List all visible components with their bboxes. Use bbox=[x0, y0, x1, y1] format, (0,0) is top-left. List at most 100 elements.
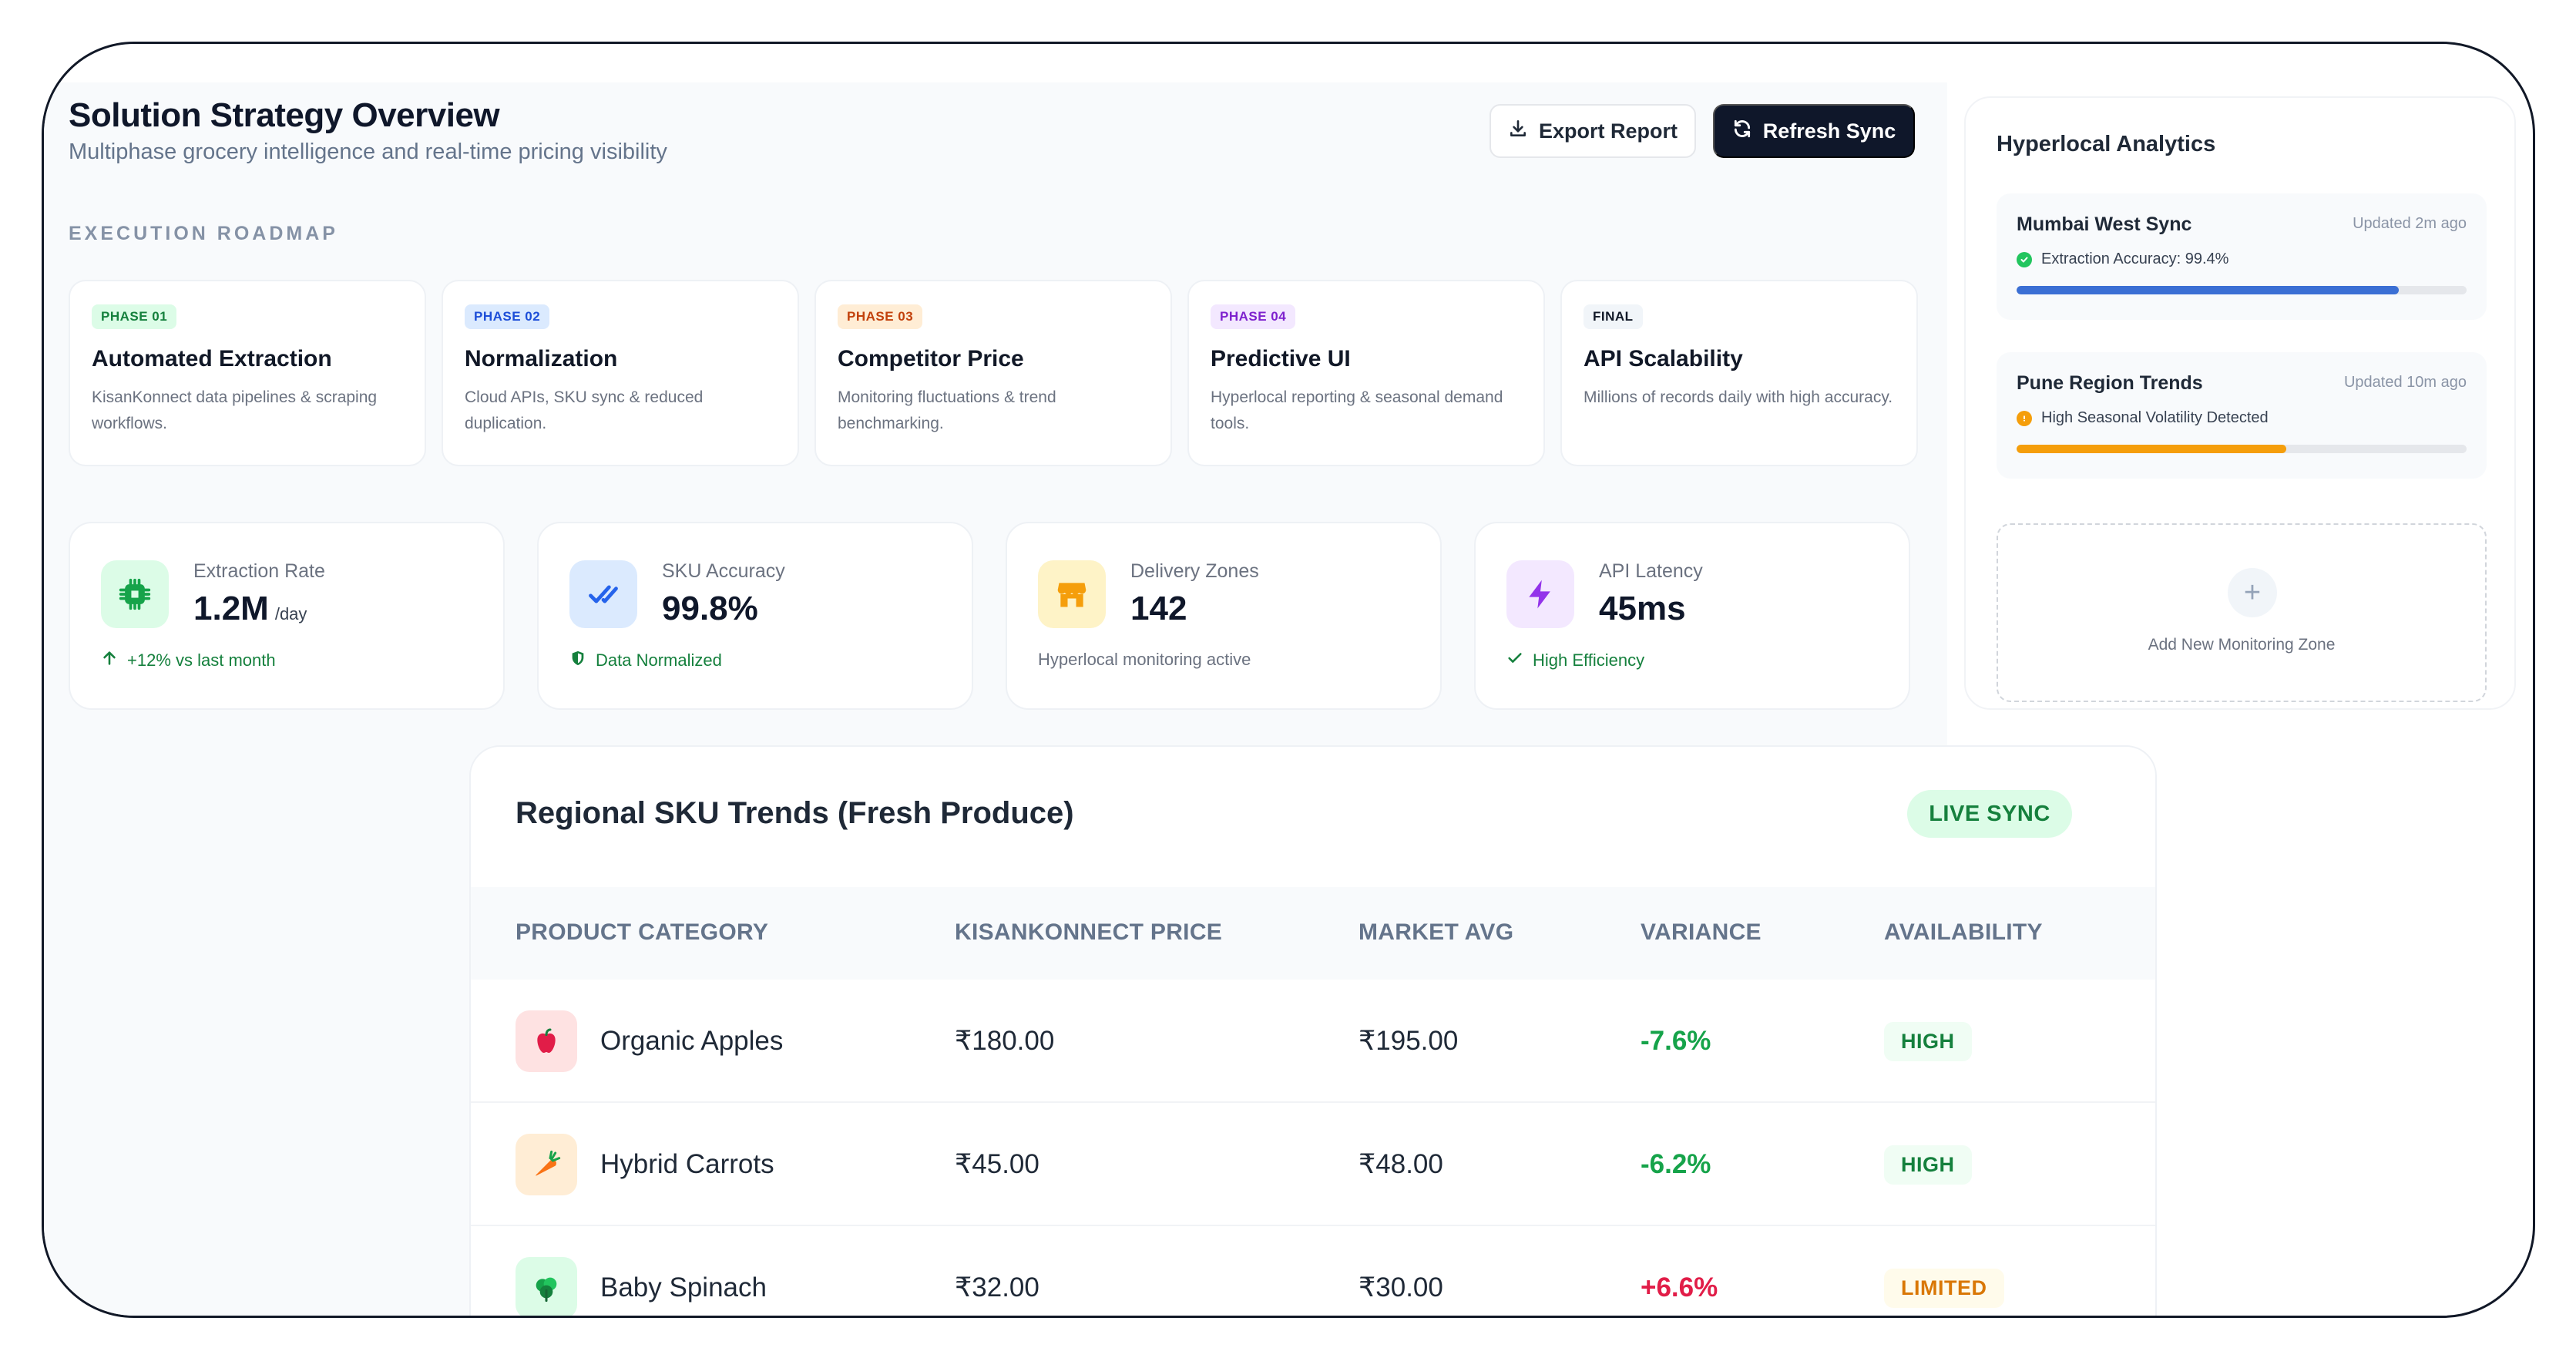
stat-card-delivery-zones: Delivery Zones 142 Hyperlocal monitoring… bbox=[1006, 522, 1442, 710]
variance-cell: +6.6% bbox=[1641, 1272, 1718, 1303]
zone-name: Pune Region Trends bbox=[2017, 372, 2203, 394]
phase-title: Normalization bbox=[465, 346, 618, 371]
phase-tag: PHASE 03 bbox=[838, 304, 923, 329]
download-icon bbox=[1508, 119, 1528, 144]
refresh-icon bbox=[1732, 119, 1752, 144]
carrot-icon bbox=[516, 1134, 577, 1195]
phase-card-competitor-price[interactable]: PHASE 03 Competitor Price Monitoring flu… bbox=[814, 280, 1172, 466]
zone-status: Extraction Accuracy: 99.4% bbox=[2017, 250, 2228, 268]
export-report-label: Export Report bbox=[1538, 119, 1678, 143]
product-name: Hybrid Carrots bbox=[600, 1149, 774, 1179]
zone-progress-fill bbox=[2017, 286, 2400, 294]
add-zone-label: Add New Monitoring Zone bbox=[2148, 636, 2336, 654]
store-icon bbox=[1038, 560, 1106, 628]
market-avg-cell: ₹48.00 bbox=[1359, 1149, 1443, 1179]
arrow-up-icon bbox=[101, 650, 118, 671]
availability-cell: LIMITED bbox=[1884, 1226, 2004, 1316]
stat-footnote: +12% vs last month bbox=[101, 650, 276, 671]
phase-card-normalization[interactable]: PHASE 02 Normalization Cloud APIs, SKU s… bbox=[442, 280, 799, 466]
stat-unit: /day bbox=[274, 604, 307, 624]
phase-tag: FINAL bbox=[1584, 304, 1643, 329]
stat-card-extraction-rate: Extraction Rate 1.2M/day +12% vs last mo… bbox=[69, 522, 505, 710]
stat-footnote-text: Hyperlocal monitoring active bbox=[1038, 650, 1251, 669]
price-cell: ₹180.00 bbox=[955, 1026, 1055, 1056]
refresh-sync-button[interactable]: Refresh Sync bbox=[1713, 104, 1915, 158]
phase-title: Competitor Price bbox=[838, 346, 1024, 371]
sku-trends-table-card: Regional SKU Trends (Fresh Produce) LIVE… bbox=[469, 745, 2157, 1316]
phase-title: Automated Extraction bbox=[92, 346, 332, 371]
availability-cell: HIGH bbox=[1884, 1103, 1972, 1226]
stat-value: 45ms bbox=[1599, 590, 1686, 627]
phase-title: API Scalability bbox=[1584, 346, 1743, 371]
stat-value: 142 bbox=[1130, 590, 1187, 627]
zone-updated: Updated 2m ago bbox=[2353, 215, 2467, 232]
zone-status: High Seasonal Volatility Detected bbox=[2017, 409, 2269, 427]
column-header-product[interactable]: PRODUCT CATEGORY bbox=[516, 919, 769, 945]
product-name: Baby Spinach bbox=[600, 1272, 767, 1303]
page-subtitle: Multiphase grocery intelligence and real… bbox=[69, 139, 667, 164]
column-header-price[interactable]: KISANKONNECT PRICE bbox=[955, 919, 1223, 945]
zone-progress-fill bbox=[2017, 445, 2287, 453]
zone-progress-track bbox=[2017, 445, 2467, 453]
stat-value: 1.2M/day bbox=[193, 590, 307, 628]
column-header-availability[interactable]: AVAILABILITY bbox=[1884, 919, 2043, 945]
shield-icon bbox=[569, 650, 586, 671]
table-row[interactable]: Baby Spinach ₹32.00 ₹30.00 +6.6% LIMITED bbox=[471, 1226, 2155, 1316]
phase-tag: PHASE 02 bbox=[465, 304, 550, 329]
phase-description: Monitoring fluctuations & trend benchmar… bbox=[838, 388, 1056, 432]
execution-roadmap-label: EXECUTION ROADMAP bbox=[69, 223, 338, 244]
phase-card-extraction[interactable]: PHASE 01 Automated Extraction KisanKonne… bbox=[69, 280, 426, 466]
refresh-sync-label: Refresh Sync bbox=[1762, 119, 1896, 143]
stat-label: API Latency bbox=[1599, 560, 1703, 582]
stat-label: Delivery Zones bbox=[1130, 560, 1259, 582]
table-row[interactable]: Organic Apples ₹180.00 ₹195.00 -7.6% HIG… bbox=[471, 980, 2155, 1103]
phase-title: Predictive UI bbox=[1211, 346, 1351, 371]
availability-badge: HIGH bbox=[1884, 1021, 1972, 1061]
phase-description: Cloud APIs, SKU sync & reduced duplicati… bbox=[465, 388, 704, 432]
availability-badge: HIGH bbox=[1884, 1145, 1972, 1185]
stat-label: SKU Accuracy bbox=[662, 560, 785, 582]
page-title: Solution Strategy Overview bbox=[69, 96, 500, 134]
live-sync-badge: LIVE SYNC bbox=[1907, 790, 2072, 838]
zone-card-mumbai-west[interactable]: Mumbai West Sync Updated 2m ago Extracti… bbox=[1997, 193, 2487, 320]
check-icon bbox=[1506, 650, 1523, 671]
check-circle-icon bbox=[2017, 251, 2032, 267]
hyperlocal-analytics-panel: Hyperlocal Analytics Mumbai West Sync Up… bbox=[1964, 96, 2516, 710]
price-cell: ₹45.00 bbox=[955, 1149, 1039, 1179]
availability-cell: HIGH bbox=[1884, 980, 1972, 1103]
export-report-button[interactable]: Export Report bbox=[1490, 104, 1696, 158]
add-monitoring-zone-button[interactable]: + Add New Monitoring Zone bbox=[1997, 523, 2487, 702]
double-check-icon bbox=[569, 560, 637, 628]
stat-footnote: High Efficiency bbox=[1506, 650, 1644, 671]
zone-card-pune-region[interactable]: Pune Region Trends Updated 10m ago High … bbox=[1997, 352, 2487, 479]
stat-card-sku-accuracy: SKU Accuracy 99.8% Data Normalized bbox=[537, 522, 973, 710]
phase-description: Hyperlocal reporting & seasonal demand t… bbox=[1211, 388, 1503, 432]
phase-card-api-scalability[interactable]: FINAL API Scalability Millions of record… bbox=[1560, 280, 1918, 466]
phase-tag: PHASE 04 bbox=[1211, 304, 1296, 329]
panel-title: Hyperlocal Analytics bbox=[1997, 132, 2216, 156]
zone-status-text: High Seasonal Volatility Detected bbox=[2041, 409, 2269, 426]
availability-badge: LIMITED bbox=[1884, 1268, 2004, 1308]
market-avg-cell: ₹195.00 bbox=[1359, 1026, 1459, 1056]
variance-cell: -7.6% bbox=[1641, 1026, 1711, 1056]
price-cell: ₹32.00 bbox=[955, 1272, 1039, 1303]
phase-card-predictive-ui[interactable]: PHASE 04 Predictive UI Hyperlocal report… bbox=[1187, 280, 1545, 466]
market-avg-cell: ₹30.00 bbox=[1359, 1272, 1443, 1303]
table-row[interactable]: Hybrid Carrots ₹45.00 ₹48.00 -6.2% HIGH bbox=[471, 1103, 2155, 1226]
table-header: PRODUCT CATEGORY KISANKONNECT PRICE MARK… bbox=[471, 887, 2155, 980]
column-header-market-avg[interactable]: MARKET AVG bbox=[1359, 919, 1514, 945]
zone-progress-track bbox=[2017, 286, 2467, 294]
stat-footnote: Data Normalized bbox=[569, 650, 722, 671]
table-title: Regional SKU Trends (Fresh Produce) bbox=[516, 796, 1074, 830]
product-cell: Baby Spinach bbox=[516, 1226, 767, 1316]
leaf-icon bbox=[516, 1257, 577, 1316]
phase-tag: PHASE 01 bbox=[92, 304, 177, 329]
stat-footnote: Hyperlocal monitoring active bbox=[1038, 650, 1251, 670]
stat-card-api-latency: API Latency 45ms High Efficiency bbox=[1474, 522, 1910, 710]
zone-status-text: Extraction Accuracy: 99.4% bbox=[2041, 250, 2229, 267]
variance-cell: -6.2% bbox=[1641, 1149, 1711, 1179]
app-canvas: Solution Strategy Overview Multiphase gr… bbox=[44, 44, 2533, 1316]
stat-label: Extraction Rate bbox=[193, 560, 325, 582]
phase-description: Millions of records daily with high accu… bbox=[1584, 388, 1893, 406]
column-header-variance[interactable]: VARIANCE bbox=[1641, 919, 1762, 945]
